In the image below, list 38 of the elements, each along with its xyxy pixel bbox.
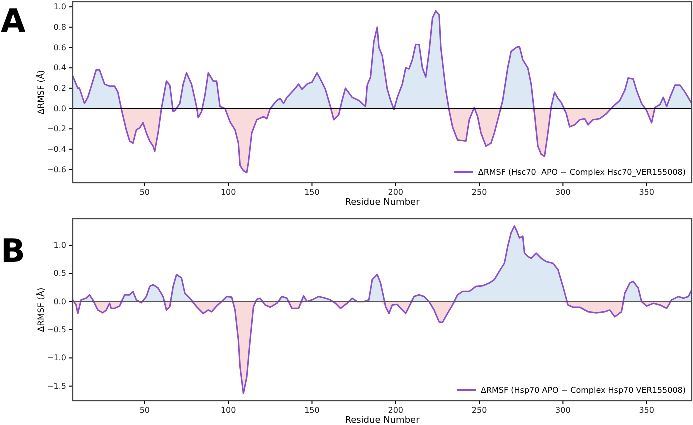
- y-tick-label: 1.0: [54, 2, 66, 12]
- x-tick-label: 250: [472, 406, 488, 416]
- y-tick-label: 0.6: [54, 43, 66, 52]
- legend-label: ΔRMSF (Hsc70 APO − Complex Hsc70_VER155008): [478, 168, 686, 177]
- x-tick-label: 350: [639, 406, 654, 416]
- x-tick-label: 250: [472, 188, 488, 198]
- x-tick-label: 300: [556, 188, 571, 198]
- legend-label: ΔRMSF (Hsp70 APO − Complex Hsp70 VER155008): [480, 386, 686, 395]
- y-tick-label: 0.0: [54, 297, 66, 306]
- x-axis-title: Residue Number: [345, 416, 420, 425]
- y-tick-label: −0.6: [47, 165, 66, 174]
- x-tick-label: 100: [220, 188, 236, 198]
- x-tick-label: 350: [639, 188, 654, 198]
- line-series: [72, 226, 693, 394]
- y-tick-label: 0.2: [54, 84, 66, 93]
- y-tick-label: −0.5: [47, 326, 66, 335]
- y-tick-label: 0.5: [54, 269, 66, 278]
- chart-title: B: [1, 232, 26, 270]
- x-tick-label: 50: [140, 188, 150, 198]
- x-tick-label: 100: [220, 406, 236, 416]
- x-tick-label: 200: [388, 188, 404, 198]
- x-tick-label: 150: [304, 406, 320, 416]
- y-tick-label: −0.4: [47, 145, 66, 154]
- y-axis-title: ΔRMSF (Å): [36, 70, 47, 115]
- chart-title: A: [1, 2, 26, 40]
- y-tick-label: 0.0: [54, 104, 66, 114]
- x-tick-label: 300: [556, 406, 571, 416]
- y-tick-label: 0.4: [54, 64, 66, 73]
- x-axis-title: Residue Number: [345, 198, 420, 208]
- y-tick-label: −0.2: [47, 124, 66, 134]
- y-axis-title: ΔRMSF (Å): [36, 288, 47, 332]
- x-tick-label: 50: [140, 406, 150, 416]
- y-tick-label: 1.0: [54, 241, 66, 250]
- x-tick-label: 200: [388, 406, 404, 416]
- x-tick-label: 150: [304, 188, 320, 198]
- y-tick-label: −1.5: [47, 382, 66, 391]
- y-tick-label: −1.0: [47, 354, 66, 363]
- y-tick-label: 0.8: [54, 22, 66, 32]
